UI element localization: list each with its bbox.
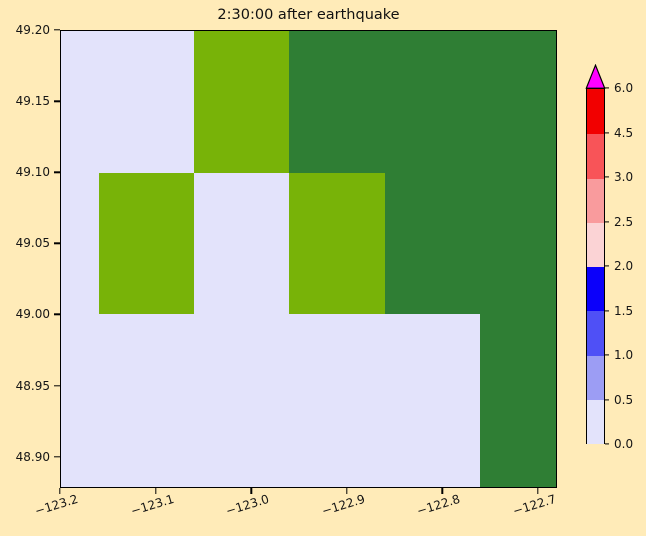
colorbar-tick-label: 2.5	[614, 214, 634, 229]
y-axis-tick	[54, 242, 60, 245]
y-axis-tick-label: 48.95	[15, 378, 50, 393]
colorbar-tick	[605, 443, 609, 445]
colorbar-tick	[605, 265, 609, 267]
colorbar-tick	[605, 87, 609, 89]
y-axis-tick	[54, 313, 60, 316]
colorbar-tick-label: 0.0	[614, 437, 634, 451]
colorbar-tick	[605, 354, 609, 356]
colorbar-segment	[587, 310, 604, 356]
colorbar-segment	[587, 177, 604, 223]
y-axis-tick	[54, 29, 60, 31]
map-cell	[61, 31, 195, 173]
map-cell	[99, 172, 195, 315]
x-axis-tick-label: −123.2	[33, 491, 80, 519]
y-axis-tick-label: 49.05	[15, 236, 50, 251]
y-axis-tick	[54, 384, 60, 387]
x-axis-tick	[537, 488, 539, 494]
map-cell	[194, 31, 290, 173]
map-cell	[384, 172, 556, 315]
colorbar-tick	[605, 176, 609, 178]
chart-title: 2:30:00 after earthquake	[217, 7, 400, 23]
y-axis-tick-label: 49.10	[15, 165, 50, 180]
x-axis-tick	[441, 488, 443, 494]
colorbar-tick-label: 1.5	[614, 303, 634, 318]
colorbar-tick	[605, 398, 609, 401]
colorbar	[586, 88, 605, 445]
x-axis-tick	[59, 488, 61, 494]
colorbar-tick	[605, 131, 609, 134]
colorbar-tick-label: 1.0	[614, 348, 634, 362]
map-cell	[479, 314, 556, 487]
y-axis-tick	[54, 100, 60, 102]
x-axis-tick-label: −122.8	[415, 491, 463, 519]
map-cell	[61, 314, 480, 487]
colorbar-tick-label: 4.5	[614, 125, 634, 140]
x-axis-tick	[154, 488, 157, 494]
y-axis-tick-label: 49.20	[15, 23, 50, 37]
map-cell	[194, 172, 290, 315]
y-axis-tick-label: 49.15	[15, 94, 50, 109]
y-axis-tick-label: 48.90	[15, 449, 50, 464]
map-cell	[289, 31, 556, 173]
colorbar-tick-label: 2.0	[614, 259, 634, 273]
colorbar-tick-label: 6.0	[614, 81, 634, 95]
plot-area	[60, 30, 557, 488]
colorbar-segment	[587, 354, 604, 400]
colorbar-tick-label: 0.5	[614, 392, 634, 407]
x-axis-tick	[346, 488, 348, 494]
x-axis: −123.2 −123.1 −123.0 −122.9 −122.8 −122.7	[33, 488, 558, 536]
map-cell	[61, 172, 100, 315]
colorbar-tick	[605, 309, 609, 312]
colorbar-tick-label: 3.0	[614, 170, 634, 184]
y-axis-tick-label: 49.00	[15, 307, 50, 322]
colorbar-extend-arrow-icon	[585, 64, 606, 89]
colorbar-segment	[587, 398, 604, 445]
y-axis: 49.20 49.15 49.10 49.05 49.00 48.95 48.90	[0, 23, 60, 488]
x-axis-tick	[250, 488, 252, 494]
colorbar-axis: 6.0 4.5 3.0 2.5 2.0 1.5 1.0 0.5 0.0	[605, 81, 645, 451]
colorbar-tick	[605, 220, 609, 223]
x-axis-tick-label: −123.1	[128, 491, 176, 519]
colorbar-segment	[587, 266, 604, 312]
x-axis-tick-label: −122.7	[511, 491, 558, 519]
x-axis-tick-label: −122.9	[319, 491, 367, 519]
colorbar-segment	[587, 89, 604, 135]
colorbar-segment	[587, 221, 604, 268]
colorbar-segment	[587, 133, 604, 179]
map-cell	[289, 172, 385, 315]
y-axis-tick	[54, 456, 60, 458]
x-axis-tick-label: −123.0	[224, 491, 271, 519]
y-axis-tick	[54, 171, 60, 173]
